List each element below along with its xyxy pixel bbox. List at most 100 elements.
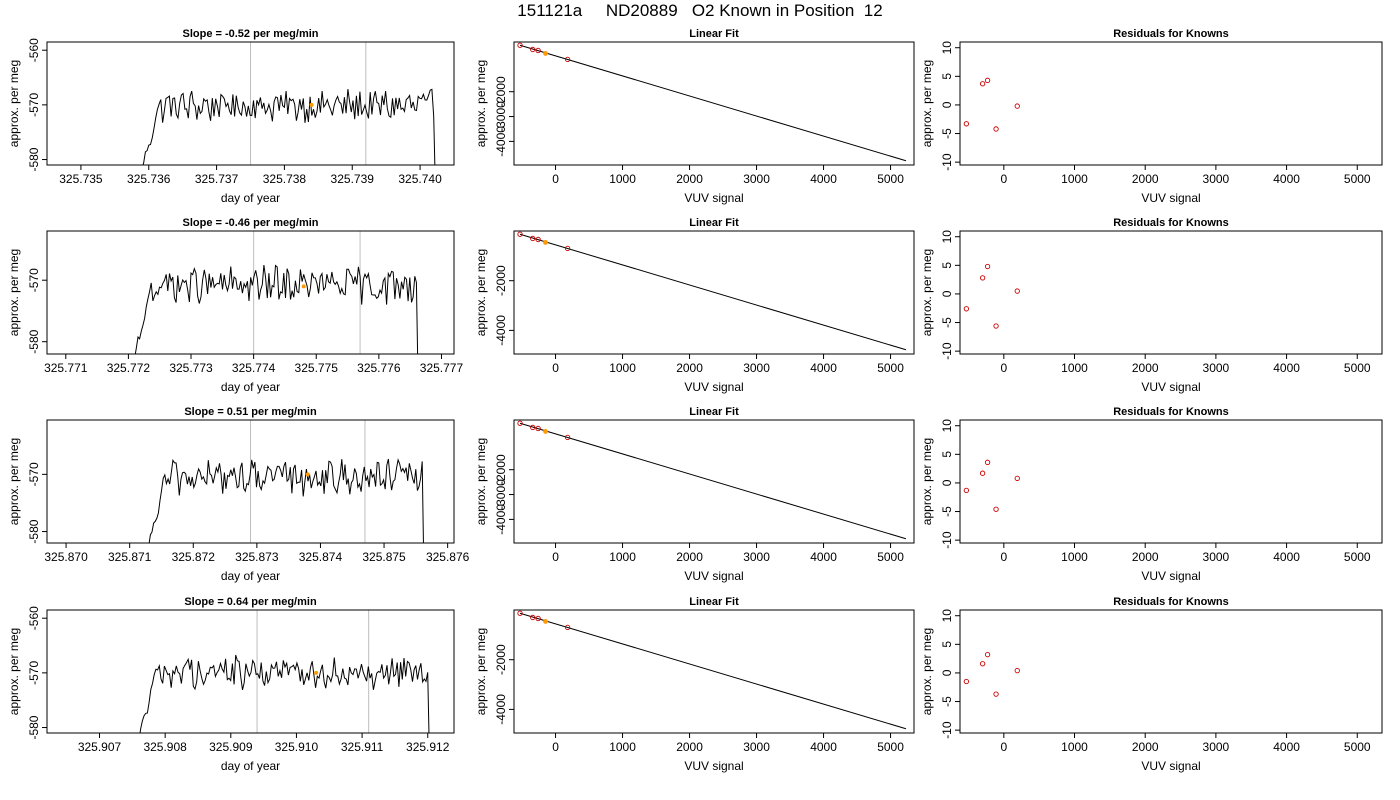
y-axis-label: approx. per meg [474, 60, 488, 147]
x-tick-label: 325.738 [263, 172, 307, 186]
x-tick-label: 325.736 [127, 172, 171, 186]
x-tick-label: 4000 [810, 740, 837, 754]
x-tick-label: 325.773 [169, 361, 213, 375]
x-tick-label: 4000 [1273, 172, 1300, 186]
data-point [564, 434, 571, 441]
plot-frame [513, 419, 915, 544]
plot-data [517, 42, 907, 162]
y-tick-label: -5 [940, 506, 954, 517]
x-tick-label: 325.875 [362, 550, 406, 564]
residual-point [1014, 667, 1020, 674]
x-axis-label: VUV signal [1141, 569, 1200, 583]
highlight-point [301, 284, 306, 289]
y-tick-label: -10 [940, 721, 954, 739]
timeseries-panel-1: Slope = -0.52 per meg/min 325.735 325.736 3… [7, 28, 455, 205]
y-tick-label: 0 [940, 479, 954, 486]
y-tick-label: -570 [27, 661, 41, 685]
plot-frame [513, 230, 915, 355]
y-tick-label: -560 [27, 606, 41, 630]
y-tick-label: -560 [27, 38, 41, 62]
x-tick-label: 2000 [1132, 172, 1159, 186]
plot-frame [46, 419, 455, 544]
y-tick-label: -2000 [494, 644, 508, 675]
x-tick-label: 2000 [676, 740, 703, 754]
plot-frame [46, 609, 455, 734]
x-tick-label: 0 [1000, 172, 1007, 186]
y-tick-label: 0 [940, 669, 954, 676]
highlight-point [543, 240, 548, 245]
x-tick-label: 325.777 [420, 361, 464, 375]
residuals-panel-3: Residuals for Knowns 0 1000 2000 3000 4000 500… [920, 406, 1383, 583]
x-axis-label: VUV signal [684, 380, 743, 394]
residual-point [963, 678, 970, 685]
x-tick-label: 5000 [877, 740, 904, 754]
residual-point [963, 306, 970, 312]
x-tick-label: 325.776 [357, 361, 401, 375]
x-tick-label: 0 [552, 740, 559, 754]
x-tick-label: 4000 [1273, 550, 1300, 564]
x-axis-label: VUV signal [684, 759, 743, 773]
x-tick-label: 325.908 [143, 740, 187, 754]
plot-frame [46, 41, 455, 166]
x-tick-label: 325.771 [44, 361, 88, 375]
data-point [530, 614, 536, 621]
x-tick-label: 325.740 [398, 172, 442, 186]
x-tick-label: 325.735 [59, 172, 103, 186]
x-tick-label: 3000 [743, 172, 770, 186]
plot-frame [959, 41, 1383, 166]
x-tick-label: 325.873 [235, 550, 279, 564]
y-tick-label: -4000 [494, 504, 508, 535]
x-tick-label: 3000 [1203, 361, 1230, 375]
residuals-panel-1: Residuals for Knowns 0 1000 2000 3000 4000 500… [920, 28, 1383, 205]
y-tick-label: -10 [940, 153, 954, 171]
series-line [142, 88, 436, 165]
series-line [134, 264, 419, 354]
y-axis-label: approx. per meg [7, 249, 21, 336]
x-tick-label: 2000 [676, 172, 703, 186]
y-tick-label: -580 [27, 329, 41, 353]
x-tick-label: 4000 [810, 361, 837, 375]
x-tick-label: 2000 [1132, 361, 1159, 375]
x-tick-label: 325.911 [341, 740, 384, 754]
panel-title: Linear Fit [689, 28, 739, 40]
x-axis-label: VUV signal [1141, 191, 1200, 205]
residuals-panel-2: Residuals for Knowns 0 1000 2000 3000 4000 500… [920, 217, 1383, 394]
x-axis-label: VUV signal [684, 569, 743, 583]
residual-point [984, 263, 991, 270]
y-tick-label: -570 [27, 93, 41, 117]
panel-title: Residuals for Knowns [1113, 217, 1229, 229]
residual-point [993, 126, 999, 132]
plot-frame [46, 230, 455, 355]
x-tick-label: 5000 [877, 550, 904, 564]
x-tick-label: 4000 [1273, 740, 1300, 754]
x-tick-label: 325.774 [232, 361, 276, 375]
y-axis-label: approx. per meg [920, 60, 934, 147]
linear_fit-panel-3: Linear Fit 0 1000 2000 3000 4000 5000 -4000-300… [474, 406, 915, 583]
x-tick-label: 2000 [1132, 550, 1159, 564]
y-tick-label: -580 [27, 715, 41, 739]
plot-frame [513, 609, 915, 734]
residual-point [993, 323, 999, 329]
y-tick-label: -3000 [494, 479, 508, 510]
x-tick-label: 325.739 [331, 172, 375, 186]
plot-frame [959, 609, 1383, 734]
residual-point [979, 275, 986, 281]
panel-title: Residuals for Knowns [1113, 596, 1229, 608]
panel-title: Residuals for Knowns [1113, 406, 1229, 418]
y-tick-label: -570 [27, 268, 41, 292]
x-tick-label: 4000 [810, 172, 837, 186]
x-tick-label: 1000 [609, 172, 636, 186]
y-tick-label: -4000 [494, 315, 508, 346]
y-axis-label: approx. per meg [7, 60, 21, 147]
data-point [535, 425, 541, 432]
residual-point [963, 487, 970, 494]
highlight-point [543, 619, 548, 624]
x-tick-label: 0 [1000, 740, 1007, 754]
residual-point [1014, 288, 1020, 294]
residual-point [984, 651, 991, 658]
highlight-point [543, 429, 548, 434]
series-line [148, 458, 424, 543]
y-tick-label: 5 [940, 73, 954, 80]
x-tick-label: 1000 [1061, 361, 1088, 375]
